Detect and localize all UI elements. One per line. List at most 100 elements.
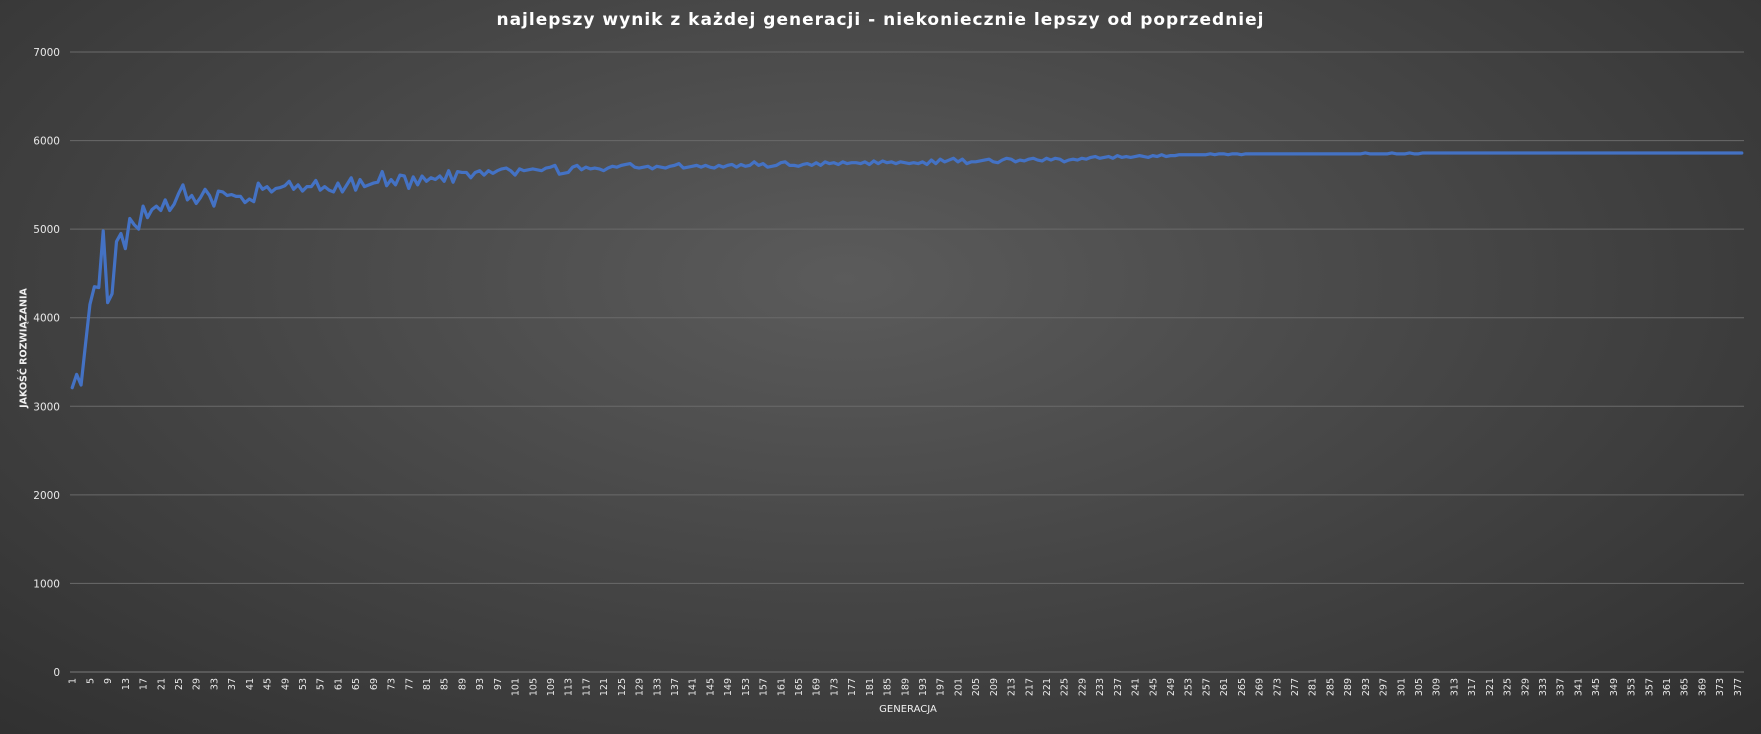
- x-tick-label: 373: [1715, 678, 1726, 696]
- x-tick-label: 133: [652, 678, 663, 696]
- x-tick-label: 309: [1432, 678, 1443, 696]
- x-tick-label: 105: [528, 678, 539, 696]
- x-tick-label: 325: [1503, 678, 1514, 696]
- x-tick-label: 269: [1255, 678, 1266, 696]
- x-tick-label: 297: [1379, 678, 1390, 696]
- x-tick-label: 33: [209, 678, 220, 690]
- x-tick-label: 301: [1396, 678, 1407, 696]
- x-tick-label: 233: [1095, 678, 1106, 696]
- x-tick-label: 45: [263, 678, 274, 690]
- x-tick-label: 41: [245, 678, 256, 690]
- x-tick-label: 221: [1042, 678, 1053, 696]
- x-tick-label: 97: [493, 678, 504, 690]
- x-tick-label: 173: [829, 678, 840, 696]
- x-tick-label: 177: [847, 678, 858, 696]
- x-tick-label: 1: [68, 678, 79, 684]
- x-tick-label: 129: [635, 678, 646, 696]
- x-tick-label: 181: [865, 678, 876, 696]
- x-tick-label: 169: [812, 678, 823, 696]
- x-tick-label: 249: [1166, 678, 1177, 696]
- x-tick-label: 245: [1148, 678, 1159, 696]
- x-tick-label: 109: [546, 678, 557, 696]
- x-tick-label: 145: [705, 678, 716, 696]
- x-tick-label: 321: [1485, 678, 1496, 696]
- x-tick-label: 9: [103, 678, 114, 684]
- x-tick-label: 209: [989, 678, 1000, 696]
- x-tick-label: 357: [1644, 678, 1655, 696]
- x-tick-label: 285: [1325, 678, 1336, 696]
- x-tick-label: 25: [174, 678, 185, 690]
- x-tick-label: 241: [1131, 678, 1142, 696]
- x-tick-label: 165: [794, 678, 805, 696]
- x-tick-label: 361: [1662, 678, 1673, 696]
- y-tick-label: 1000: [33, 578, 60, 590]
- x-tick-label: 277: [1290, 678, 1301, 696]
- x-tick-label: 125: [617, 678, 628, 696]
- series-line: [70, 151, 1744, 390]
- x-tick-label: 205: [971, 678, 982, 696]
- x-tick-label: 225: [1060, 678, 1071, 696]
- x-tick-label: 13: [121, 678, 132, 690]
- x-tick-label: 337: [1556, 678, 1567, 696]
- x-tick-label: 21: [156, 678, 167, 690]
- x-tick-label: 253: [1184, 678, 1195, 696]
- x-tick-label: 117: [581, 678, 592, 696]
- x-tick-label: 257: [1201, 678, 1212, 696]
- x-tick-label: 61: [333, 678, 344, 690]
- y-tick-label: 6000: [33, 136, 60, 148]
- x-tick-label: 313: [1449, 678, 1460, 696]
- x-tick-label: 185: [883, 678, 894, 696]
- y-tick-label: 7000: [33, 47, 60, 59]
- x-tick-label: 349: [1609, 678, 1620, 696]
- x-tick-label: 65: [351, 678, 362, 690]
- x-tick-label: 93: [475, 678, 486, 690]
- x-tick-label: 29: [192, 678, 203, 690]
- x-tick-label: 73: [387, 678, 398, 690]
- x-tick-label: 189: [900, 678, 911, 696]
- x-tick-label: 57: [316, 678, 327, 690]
- x-tick-label: 281: [1308, 678, 1319, 696]
- x-tick-label: 85: [440, 678, 451, 690]
- x-tick-label: 261: [1219, 678, 1230, 696]
- x-axis-title: GENERACJA: [879, 704, 937, 715]
- y-tick-label: 4000: [33, 313, 60, 325]
- x-tick-label: 229: [1077, 678, 1088, 696]
- x-tick-label: 273: [1272, 678, 1283, 696]
- x-tick-label: 345: [1591, 678, 1602, 696]
- x-tick-label: 365: [1680, 678, 1691, 696]
- x-tick-label: 201: [953, 678, 964, 696]
- x-tick-label: 317: [1467, 678, 1478, 696]
- x-tick-label: 89: [457, 678, 468, 690]
- x-tick-label: 265: [1237, 678, 1248, 696]
- x-tick-label: 341: [1573, 678, 1584, 696]
- x-tick-label: 217: [1024, 678, 1035, 696]
- x-tick-label: 237: [1113, 678, 1124, 696]
- x-tick-label: 377: [1733, 678, 1744, 696]
- x-tick-label: 293: [1361, 678, 1372, 696]
- x-tick-label: 141: [688, 678, 699, 696]
- x-tick-label: 149: [723, 678, 734, 696]
- x-tick-label: 161: [776, 678, 787, 696]
- x-tick-label: 113: [564, 678, 575, 696]
- x-tick-label: 49: [280, 678, 291, 690]
- x-tick-label: 193: [918, 678, 929, 696]
- y-tick-label: 2000: [33, 490, 60, 502]
- x-tick-label: 353: [1627, 678, 1638, 696]
- x-tick-label: 37: [227, 678, 238, 690]
- x-tick-label: 197: [936, 678, 947, 696]
- x-tick-label: 53: [298, 678, 309, 690]
- x-tick-label: 77: [404, 678, 415, 690]
- x-tick-label: 153: [741, 678, 752, 696]
- x-tick-label: 101: [511, 678, 522, 696]
- x-tick-label: 5: [85, 678, 96, 684]
- x-tick-label: 369: [1697, 678, 1708, 696]
- x-tick-label: 157: [759, 678, 770, 696]
- y-tick-label: 3000: [33, 401, 60, 413]
- x-tick-label: 137: [670, 678, 681, 696]
- x-tick-label: 81: [422, 678, 433, 690]
- y-tick-label: 5000: [33, 224, 60, 236]
- y-tick-label: 0: [53, 667, 60, 679]
- x-tick-label: 305: [1414, 678, 1425, 696]
